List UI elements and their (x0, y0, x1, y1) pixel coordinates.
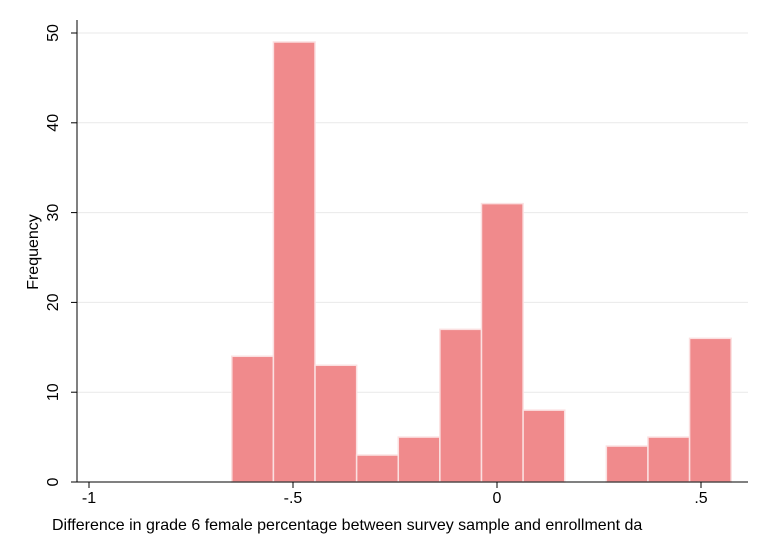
y-tick-label: 20 (45, 293, 62, 311)
histogram-bars (231, 41, 732, 483)
histogram-bar (272, 41, 316, 483)
y-tick-label: 10 (45, 383, 62, 401)
histogram-bar (522, 409, 566, 483)
histogram-bar (605, 445, 649, 483)
y-tick-label: 40 (45, 114, 62, 132)
x-tick-label: -.5 (284, 490, 303, 507)
histogram-bar (647, 436, 691, 483)
histogram-bar (314, 364, 358, 483)
x-tick-label: -1 (82, 490, 96, 507)
y-axis-title: Frequency (25, 214, 42, 290)
y-tick-label: 30 (45, 204, 62, 222)
y-tick-label: 0 (45, 477, 62, 486)
histogram-bar (397, 436, 441, 483)
x-tick-label: 0 (493, 490, 502, 507)
y-axis-ticks: 0 10 20 30 40 50 (45, 24, 77, 486)
x-axis-title: Difference in grade 6 female percentage … (52, 517, 642, 534)
y-tick-label: 50 (45, 24, 62, 42)
histogram-bar (480, 202, 524, 483)
x-tick-label: .5 (694, 490, 707, 507)
histogram-bar (688, 337, 732, 483)
gridlines (77, 32, 748, 393)
histogram-bar (439, 328, 483, 483)
x-axis-ticks: -1 -.5 0 .5 (82, 482, 708, 507)
histogram-bar (231, 355, 275, 483)
histogram-bar (355, 454, 400, 483)
